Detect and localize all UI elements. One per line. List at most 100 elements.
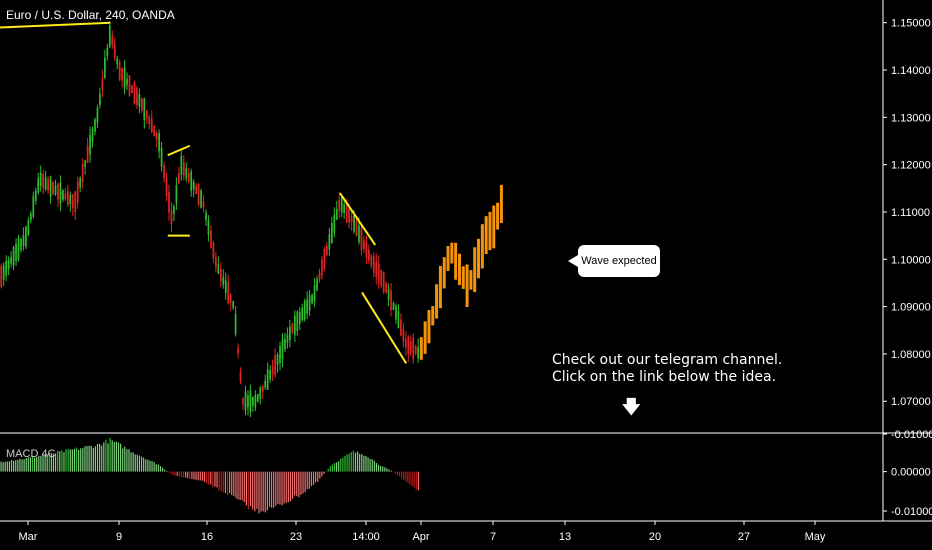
candle-body [318,272,321,280]
candle-body [79,178,82,188]
candle-body [91,128,94,142]
candle-body [303,301,306,320]
candle-body [207,220,210,235]
candle-body [153,125,156,137]
candle-body [69,194,72,205]
candle-body [330,222,333,243]
candle-body [387,288,390,300]
candle-body [133,82,136,104]
candle-body [326,245,328,255]
x-tick-label: 7 [490,531,496,543]
candle-body [37,178,40,193]
candle-body [417,346,420,359]
candle-body [360,228,363,250]
candle-body [338,199,341,211]
candle-body [121,68,123,81]
candle-body [242,398,244,405]
candle-body [0,265,3,287]
macd-tick-label: -0.01000 [891,429,932,441]
candle-body [276,354,279,366]
candle-body [89,134,91,155]
candle-body [123,67,126,89]
telegram-note: Check out our telegram channel. Click on… [552,352,782,386]
note-line-2: Click on the link below the idea. [552,369,777,385]
x-tick-label: 16 [201,531,213,543]
candle-body [249,390,252,413]
projection-bar [484,216,488,255]
candle-body [237,347,239,354]
candle-body [62,189,64,200]
candle-body [175,185,178,204]
projection-bar [427,310,431,344]
candle-body [76,181,79,204]
y-tick-label: 1.07000 [891,396,931,408]
y-tick-label: 1.14000 [891,65,931,77]
candle-body [412,337,415,360]
candle-body [301,307,304,321]
y-tick-label: 1.10000 [891,254,931,266]
candle-body [313,285,316,302]
candle-body [39,172,42,187]
candle-body [27,220,30,235]
candle-body [298,311,301,324]
candle-body [2,265,5,280]
candle-body [380,269,383,286]
candle-body [333,214,336,233]
candle-body [7,259,10,270]
projection-bar [431,306,435,326]
candle-body [409,341,412,353]
candle-body [84,160,86,167]
candle-body [108,25,111,47]
candle-body [358,225,360,243]
projection-bar [488,211,492,251]
projection-bar [450,242,454,264]
projection-bar [492,205,496,249]
candle-body [197,184,200,205]
candle-body [286,334,289,343]
candle-body [185,168,188,179]
projection-bar [423,321,427,354]
candle-body [311,295,313,304]
candle-body [155,132,158,140]
candle-body [74,191,77,213]
candle-body [66,190,69,205]
candle-body [101,78,104,89]
candle-body [247,395,249,408]
candle-body [227,282,230,304]
x-tick-label: May [805,531,826,543]
candle-body [252,396,254,406]
candle-body [256,394,259,402]
candle-body [103,57,106,78]
candle-body [94,119,96,132]
candle-body [116,58,119,65]
x-tick-label: Mar [19,531,38,543]
candle-body [370,254,373,266]
candle-body [239,371,242,383]
candle-body [12,246,15,266]
candle-body [328,234,331,250]
candle-body [244,391,247,411]
candle-body [52,182,54,195]
candle-body [353,214,355,232]
candle-body [365,242,368,258]
candle-body [200,190,202,208]
candle-body [279,346,281,364]
candle-body [367,249,370,261]
candle-body [64,193,67,200]
candle-body [395,305,397,320]
candle-body [54,185,57,195]
candle-body [404,339,407,348]
candle-body [170,210,173,224]
candle-body [402,329,405,342]
candle-body [234,313,237,335]
candle-body [111,36,114,45]
wave-expected-callout: Wave expected [568,245,660,277]
y-tick-label: 1.12000 [891,160,931,172]
candle-body [106,47,109,56]
candle-body [400,319,402,336]
x-tick-label: 14:00 [352,531,380,543]
candle-body [138,93,141,107]
projection-bar [461,266,465,289]
y-tick-label: 1.11000 [891,207,930,219]
candle-body [210,230,212,248]
